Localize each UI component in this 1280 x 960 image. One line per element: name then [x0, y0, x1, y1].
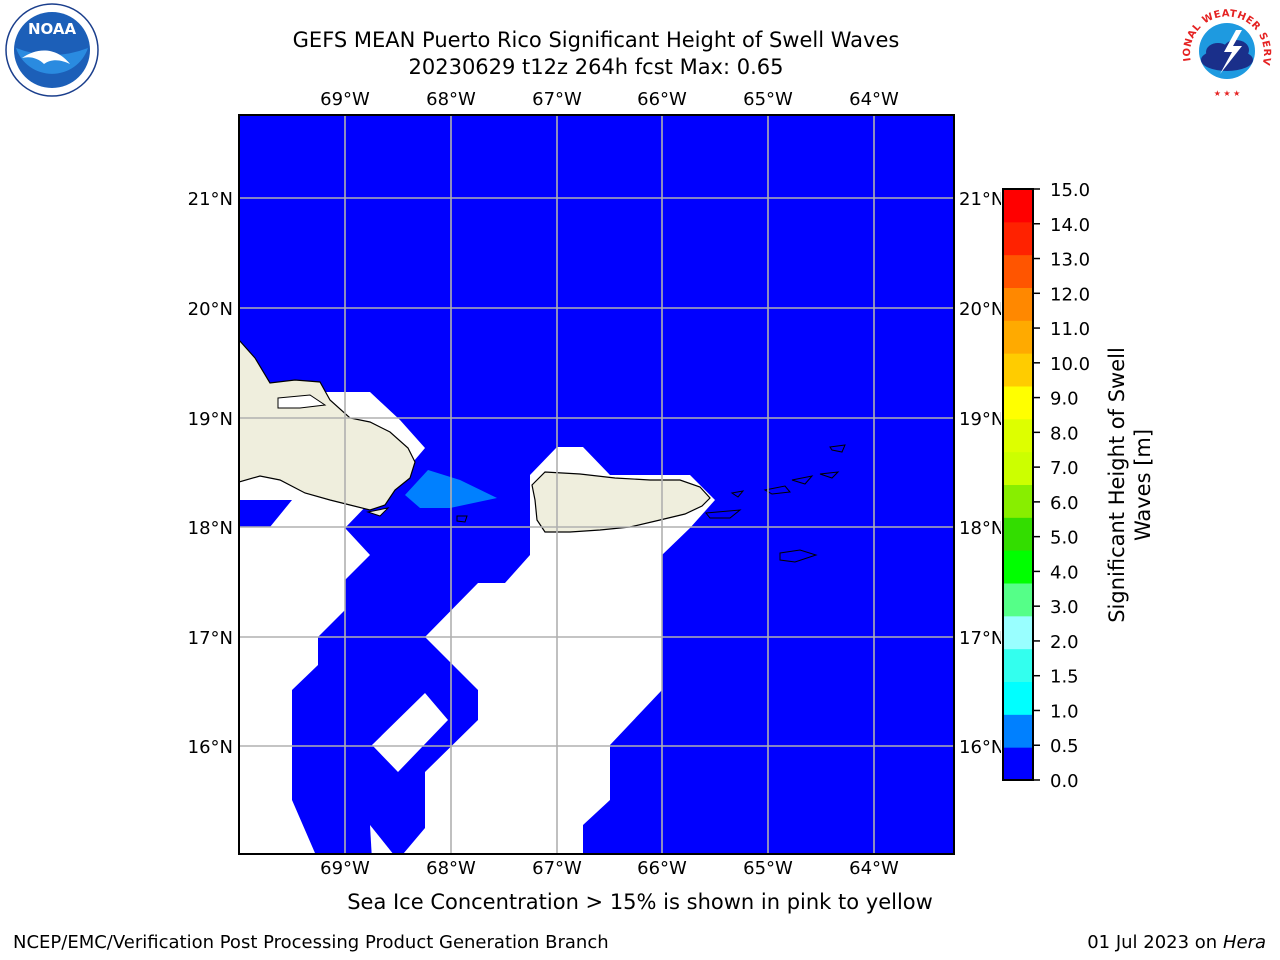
map-gridlines [239, 115, 954, 854]
noaa-logo-text: NOAA [28, 20, 77, 38]
colorbar-segment [1003, 615, 1033, 650]
colorbar-tick-label: 5.0 [1050, 528, 1079, 549]
nws-logo: NATIONAL WEATHER SERVICE ★ ★ ★ [1178, 2, 1274, 98]
colorbar-segment [1003, 386, 1033, 420]
lat-label-right: 19°N [959, 409, 1004, 430]
colorbar-segment [1003, 451, 1033, 485]
lon-label-top: 66°W [637, 89, 687, 110]
lon-label-bottom: 64°W [849, 858, 899, 879]
colorbar-segment [1003, 550, 1033, 584]
lon-label-top: 64°W [849, 89, 899, 110]
colorbar [1003, 189, 1033, 781]
colorbar-segment [1003, 681, 1033, 715]
colorbar-tick-label: 6.0 [1050, 493, 1079, 514]
lon-label-bottom: 66°W [637, 858, 687, 879]
footer-date: 01 Jul 2023 on Hera [1087, 932, 1266, 953]
lat-label-right: 16°N [959, 737, 1004, 758]
lat-label-right: 20°N [959, 299, 1004, 320]
lon-label-bottom: 69°W [320, 858, 370, 879]
colorbar-segment [1003, 714, 1033, 748]
lat-label-right: 17°N [959, 628, 1004, 649]
colorbar-tick-label: 4.0 [1050, 562, 1079, 583]
noaa-logo: NOAA [5, 3, 99, 97]
lon-label-top: 68°W [426, 89, 476, 110]
lat-label-left: 17°N [188, 628, 233, 649]
colorbar-tick-label: 1.5 [1050, 667, 1079, 688]
colorbar-ticks: 0.0 0.5 1.0 1.5 2.0 3.0 4.0 5.0 6.0 7.0 8.0 9.0 10.0… [1033, 180, 1090, 792]
svg-text:★ ★ ★: ★ ★ ★ [1214, 89, 1241, 98]
colorbar-tick-label: 9.0 [1050, 389, 1079, 410]
colorbar-segment [1003, 583, 1033, 617]
virgin-islands [705, 444, 846, 563]
colorbar-tick-label: 12.0 [1050, 284, 1090, 305]
sea-ice-caption: Sea Ice Concentration > 15% is shown in … [347, 890, 933, 914]
footer-branch: NCEP/EMC/Verification Post Processing Pr… [13, 932, 609, 953]
colorbar-tick-label: 2.0 [1050, 632, 1079, 653]
map-frame [238, 114, 955, 855]
colorbar-tick-label: 14.0 [1050, 215, 1090, 236]
lat-label-right: 21°N [959, 189, 1004, 210]
lon-label-bottom: 68°W [426, 858, 476, 879]
colorbar-tick-label: 0.5 [1050, 736, 1079, 757]
colorbar-tick-label: 0.0 [1050, 771, 1079, 792]
puerto-rico-land [531, 471, 711, 533]
footer-host: Hera [1222, 932, 1266, 953]
colorbar-label: Significant Height of Swell [1105, 347, 1129, 623]
colorbar-segment [1003, 648, 1033, 682]
colorbar-segment [1003, 287, 1033, 321]
lat-label-left: 18°N [188, 518, 233, 539]
footer-date-text: 01 Jul 2023 on [1087, 932, 1223, 953]
lon-label-bottom: 65°W [743, 858, 793, 879]
colorbar-tick-label: 11.0 [1050, 319, 1090, 340]
colorbar-segment [1003, 484, 1033, 518]
colorbar-segment [1003, 254, 1033, 288]
colorbar-tick-label: 15.0 [1050, 180, 1090, 201]
colorbar-segment [1003, 418, 1033, 453]
colorbar-tick-label: 7.0 [1050, 458, 1079, 479]
colorbar-tick-label: 13.0 [1050, 250, 1090, 271]
lat-label-right: 18°N [959, 518, 1004, 539]
colorbar-segment [1003, 517, 1033, 551]
colorbar-segment [1003, 221, 1033, 256]
lon-label-bottom: 67°W [532, 858, 582, 879]
missing-data-area [239, 392, 715, 854]
lat-label-left: 20°N [188, 299, 233, 320]
colorbar-label-units: Waves [m] [1131, 429, 1155, 541]
lat-label-left: 16°N [188, 737, 233, 758]
chart-subtitle: 20230629 t12z 264h fcst Max: 0.65 [408, 55, 784, 79]
hispaniola-land [239, 339, 416, 511]
chart-title: GEFS MEAN Puerto Rico Significant Height… [292, 28, 900, 52]
lat-label-left: 21°N [188, 189, 233, 210]
colorbar-tick-label: 8.0 [1050, 423, 1079, 444]
colorbar-segment [1003, 747, 1033, 781]
colorbar-segment [1003, 320, 1033, 354]
colorbar-tick-label: 1.0 [1050, 701, 1079, 722]
lon-label-top: 67°W [532, 89, 582, 110]
colorbar-tick-label: 10.0 [1050, 354, 1090, 375]
colorbar-tick-label: 3.0 [1050, 597, 1079, 618]
lon-label-top: 69°W [320, 89, 370, 110]
colorbar-frame [1002, 188, 1034, 781]
lat-label-left: 19°N [188, 409, 233, 430]
colorbar-segment [1003, 353, 1033, 387]
colorbar-segment [1003, 189, 1033, 223]
lon-label-top: 65°W [743, 89, 793, 110]
